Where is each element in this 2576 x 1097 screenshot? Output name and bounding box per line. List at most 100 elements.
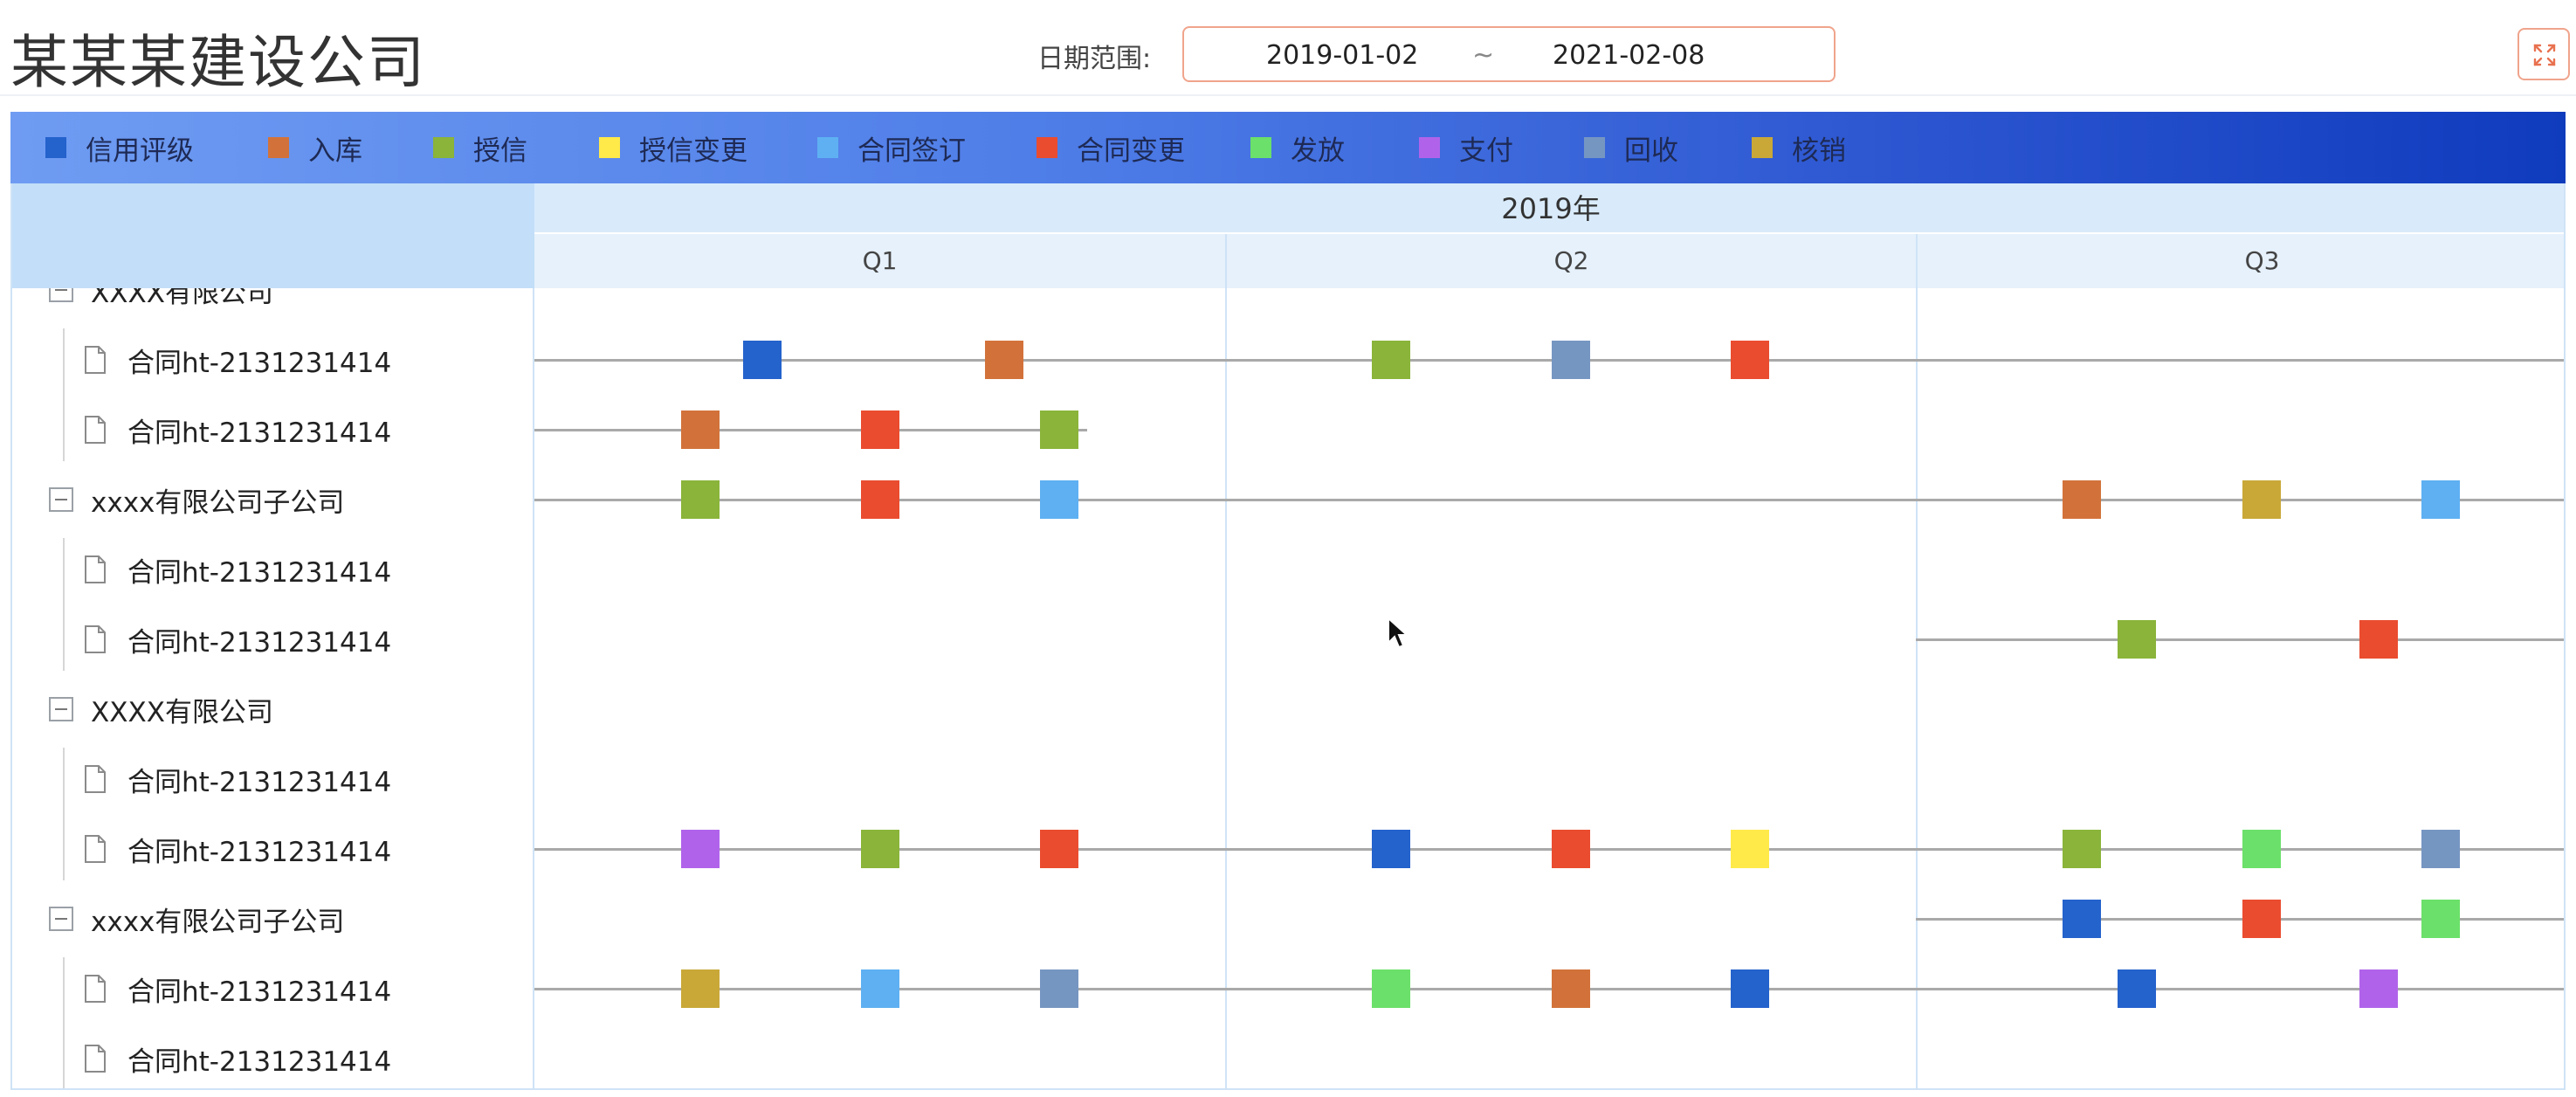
event-marker-storage[interactable] xyxy=(2062,480,2101,519)
file-icon xyxy=(84,625,107,653)
legend-item-writeoff[interactable]: 核销 xyxy=(1752,112,1846,183)
legend-swatch xyxy=(1419,137,1440,158)
tree-node-contract[interactable]: 合同ht-2131231414 xyxy=(12,1024,533,1088)
event-marker-storage[interactable] xyxy=(984,341,1023,379)
tree-node-label: xxxx有限公司子公司 xyxy=(91,486,345,519)
event-marker-credit[interactable] xyxy=(1371,341,1410,379)
legend-item-rating[interactable]: 信用评级 xyxy=(45,112,194,183)
event-marker-pay[interactable] xyxy=(2359,969,2398,1008)
event-marker-rating[interactable] xyxy=(2062,900,2101,938)
collapse-icon[interactable] xyxy=(49,288,73,302)
date-range-picker[interactable]: 2019-01-02 ~ 2021-02-08 xyxy=(1182,26,1836,82)
legend-item-credit_change[interactable]: 授信变更 xyxy=(599,112,747,183)
event-marker-contract_change[interactable] xyxy=(1040,830,1079,868)
event-marker-credit[interactable] xyxy=(2118,620,2157,659)
legend-item-issue[interactable]: 发放 xyxy=(1250,112,1345,183)
date-end-input[interactable]: 2021-02-08 xyxy=(1553,40,1705,71)
legend-label: 授信 xyxy=(473,135,527,167)
tree-node-contract[interactable]: 合同ht-2131231414 xyxy=(12,325,533,395)
event-marker-rating[interactable] xyxy=(2118,969,2157,1008)
legend-swatch xyxy=(1250,137,1271,158)
event-marker-rating[interactable] xyxy=(1731,969,1770,1008)
tree-node-contract[interactable]: 合同ht-2131231414 xyxy=(12,604,533,674)
event-marker-contract_change[interactable] xyxy=(860,411,899,449)
file-icon xyxy=(84,555,107,583)
legend-label: 支付 xyxy=(1459,135,1513,167)
event-marker-contract_change[interactable] xyxy=(860,480,899,519)
legend-swatch xyxy=(1584,137,1605,158)
legend-label: 合同签订 xyxy=(858,135,966,167)
tree-node-label: XXXX有限公司 xyxy=(91,696,273,728)
event-marker-credit[interactable] xyxy=(2062,830,2101,868)
tree-node-contract[interactable]: 合同ht-2131231414 xyxy=(12,954,533,1024)
event-marker-writeoff[interactable] xyxy=(680,969,720,1008)
event-marker-sign[interactable] xyxy=(2421,480,2461,519)
collapse-icon[interactable] xyxy=(49,697,73,721)
legend-item-credit[interactable]: 授信 xyxy=(433,112,527,183)
tree-guide-line xyxy=(63,328,65,461)
legend-item-contract_change[interactable]: 合同变更 xyxy=(1037,112,1185,183)
event-marker-pay[interactable] xyxy=(680,830,720,868)
collapse-icon[interactable] xyxy=(49,907,73,931)
event-marker-storage[interactable] xyxy=(1551,969,1590,1008)
tree-node-contract[interactable]: 合同ht-2131231414 xyxy=(12,535,533,604)
event-marker-credit[interactable] xyxy=(680,480,720,519)
legend-item-pay[interactable]: 支付 xyxy=(1419,112,1513,183)
event-marker-issue[interactable] xyxy=(2242,830,2281,868)
tree-node-company[interactable]: xxxx有限公司子公司 xyxy=(12,884,533,954)
legend-swatch xyxy=(1752,137,1773,158)
tree-node-contract[interactable]: 合同ht-2131231414 xyxy=(12,744,533,814)
event-marker-storage[interactable] xyxy=(680,411,720,449)
legend-swatch xyxy=(433,137,454,158)
tree-node-label: 合同ht-2131231414 xyxy=(127,976,392,1008)
tree-node-contract[interactable]: 合同ht-2131231414 xyxy=(12,814,533,884)
company-tree: XXXX有限公司 合同ht-2131231414 合同ht-2131231414 xx… xyxy=(12,288,534,1088)
legend-label: 授信变更 xyxy=(639,135,747,167)
collapse-icon[interactable] xyxy=(49,487,73,512)
mouse-cursor-icon xyxy=(1388,617,1409,649)
event-marker-contract_change[interactable] xyxy=(1551,830,1590,868)
timeline-track xyxy=(534,499,2564,501)
event-marker-rating[interactable] xyxy=(1371,830,1410,868)
timeline-track xyxy=(534,429,1087,431)
event-marker-credit[interactable] xyxy=(860,830,899,868)
tree-node-contract[interactable]: 合同ht-2131231414 xyxy=(12,395,533,465)
tree-guide-line xyxy=(63,538,65,671)
tree-guide-line xyxy=(63,957,65,1088)
fullscreen-button[interactable] xyxy=(2517,28,2570,80)
timeline-track xyxy=(1916,918,2564,921)
tree-node-label: 合同ht-2131231414 xyxy=(127,556,392,589)
tree-node-company[interactable]: XXXX有限公司 xyxy=(12,288,533,325)
legend-swatch xyxy=(45,137,66,158)
event-marker-writeoff[interactable] xyxy=(2242,480,2281,519)
event-marker-recover[interactable] xyxy=(1040,969,1079,1008)
legend-item-recover[interactable]: 回收 xyxy=(1584,112,1678,183)
event-marker-contract_change[interactable] xyxy=(2242,900,2281,938)
event-marker-issue[interactable] xyxy=(1371,969,1410,1008)
tree-node-company[interactable]: XXXX有限公司 xyxy=(12,674,533,744)
event-marker-sign[interactable] xyxy=(860,969,899,1008)
legend-label: 发放 xyxy=(1291,135,1345,167)
tree-node-company[interactable]: xxxx有限公司子公司 xyxy=(12,465,533,535)
event-marker-issue[interactable] xyxy=(2421,900,2461,938)
event-marker-rating[interactable] xyxy=(743,341,782,379)
file-icon xyxy=(84,416,107,444)
tree-node-label: 合同ht-2131231414 xyxy=(127,626,392,659)
event-marker-sign[interactable] xyxy=(1040,480,1079,519)
event-marker-contract_change[interactable] xyxy=(1731,341,1770,379)
legend-swatch xyxy=(1037,137,1057,158)
event-marker-credit[interactable] xyxy=(1040,411,1079,449)
top-bar: 某某某建设公司 日期范围: 2019-01-02 ~ 2021-02-08 xyxy=(0,0,2576,96)
legend-label: 合同变更 xyxy=(1077,135,1185,167)
event-marker-credit_change[interactable] xyxy=(1731,830,1770,868)
date-start-input[interactable]: 2019-01-02 xyxy=(1266,40,1419,71)
event-marker-contract_change[interactable] xyxy=(2359,620,2398,659)
event-marker-recover[interactable] xyxy=(1551,341,1590,379)
tree-guide-line xyxy=(63,748,65,880)
legend-item-storage[interactable]: 入库 xyxy=(268,112,362,183)
legend-item-sign[interactable]: 合同签订 xyxy=(817,112,966,183)
legend-swatch xyxy=(599,137,620,158)
event-marker-recover[interactable] xyxy=(2421,830,2461,868)
quarter-cell-q1: Q1 xyxy=(862,246,898,275)
file-icon xyxy=(84,975,107,1003)
